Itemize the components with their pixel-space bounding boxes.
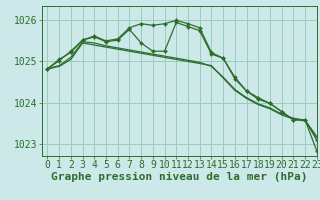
X-axis label: Graphe pression niveau de la mer (hPa): Graphe pression niveau de la mer (hPa)	[51, 172, 308, 182]
